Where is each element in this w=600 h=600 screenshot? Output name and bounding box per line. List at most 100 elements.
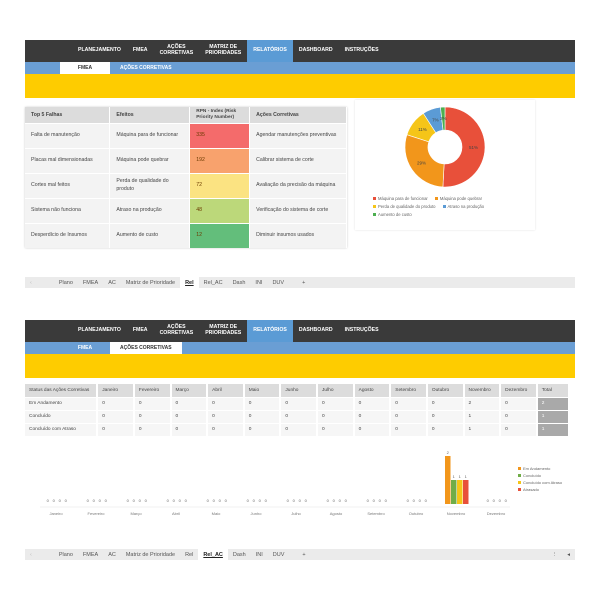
top-nav: PLANEJAMENTO FMEA AÇÕES CORRETIVAS MATRIZ D…	[25, 40, 575, 62]
sheet-tab-rel-ac[interactable]: Rel_AC	[203, 279, 223, 286]
header-banner	[25, 74, 575, 98]
x-axis-label: Julho	[291, 511, 301, 516]
sheet-tab-duv[interactable]: DUV	[272, 279, 285, 286]
month-value: 1	[463, 422, 502, 436]
month-value: 0	[353, 422, 392, 436]
sheet-tabs: ‹ Plano FMEA AC Matriz de Prioridade Rel Rel_A…	[25, 277, 575, 288]
sheet-tab-plano[interactable]: Plano	[58, 279, 73, 286]
col-header-total: Total	[536, 384, 571, 397]
sheet-tab-matriz-de-prioridade[interactable]: Matriz de Prioridade	[125, 279, 176, 286]
col-header-rpn: RPN - Index (Risk Priority Number)	[189, 107, 251, 123]
bar-value-label: 0	[207, 498, 210, 503]
nav-item-relatorios[interactable]: RELATÓRIOS	[247, 40, 293, 62]
sheet-tab-fmea[interactable]: FMEA	[82, 279, 99, 286]
sheet-tab-ini[interactable]: INI	[255, 279, 263, 286]
add-sheet-button[interactable]: +	[302, 279, 306, 286]
add-sheet-button[interactable]: +	[302, 551, 306, 558]
nav-item-acoes-corretivas[interactable]: AÇÕES CORRETIVAS	[159, 324, 194, 336]
legend-item: Máquina para de funcionar	[373, 195, 428, 203]
status-table: Status das Ações Corretivas Janeiro Fevere…	[25, 384, 571, 436]
month-value: 0	[390, 422, 428, 436]
bar-value-label: 0	[225, 498, 228, 503]
scroll-left-icon[interactable]: ‹	[30, 551, 32, 558]
month-value: 0	[390, 409, 428, 423]
col-header-agosto: Agosto	[353, 384, 392, 397]
subnav-acoes-corretivas[interactable]: AÇÕES CORRETIVAS	[120, 65, 172, 71]
nav-item-dashboard[interactable]: DASHBOARD	[298, 327, 333, 334]
bar-value-label: 0	[379, 498, 382, 503]
table-row: Falta de manutenção Máquina para de funci…	[25, 122, 347, 148]
sheet-tab-duv[interactable]: DUV	[272, 551, 285, 558]
donut-slice	[442, 106, 486, 188]
x-axis-label: Maio	[212, 511, 221, 516]
sheet-tab-dash[interactable]: Dash	[232, 551, 246, 558]
col-header-maio: Maio	[243, 384, 282, 397]
nav-item-matriz-de-prioridades[interactable]: MATRIZ DE PRIORIDADES	[205, 324, 242, 336]
nav-item-instrucoes[interactable]: INSTRUÇÕES	[344, 327, 379, 334]
bar-value-label: 0	[385, 498, 388, 503]
bar-value-label: 0	[219, 498, 222, 503]
more-options-icon[interactable]: ⋮	[551, 551, 558, 558]
fmea-table: Top 5 Falhas Efeitos RPN - Index (Risk P…	[25, 107, 347, 248]
sub-nav: FMEA AÇÕES CORRETIVAS	[25, 62, 575, 74]
month-value: 0	[170, 396, 209, 410]
month-value: 0	[207, 409, 245, 423]
donut-label: 11%	[418, 127, 427, 132]
subnav-fmea[interactable]: FMEA	[60, 62, 110, 74]
sub-nav: FMEA AÇÕES CORRETIVAS	[25, 342, 575, 354]
month-value: 0	[426, 422, 465, 436]
table-row: Placas mal dimensionadas Máquina pode que…	[25, 147, 347, 173]
bar-value-label: 0	[419, 498, 422, 503]
sheet-tab-rel[interactable]: Rel	[180, 277, 199, 288]
nav-item-instrucoes[interactable]: INSTRUÇÕES	[344, 47, 379, 54]
sheet-tab-rel[interactable]: Rel	[185, 551, 194, 558]
month-value: 2	[463, 396, 502, 410]
bar-value-label: 0	[133, 498, 136, 503]
table-row: Desperdício de Insumos Aumento de custo 12…	[25, 222, 347, 248]
sheet-tab-matriz-de-prioridade[interactable]: Matriz de Prioridade	[125, 551, 176, 558]
header-banner	[25, 354, 575, 378]
sheet-tab-fmea[interactable]: FMEA	[82, 551, 99, 558]
bar-value-label: 0	[487, 498, 490, 503]
donut-legend: Máquina para de funcionar Máquina pode qu…	[373, 195, 533, 219]
sheet-tab-ini[interactable]: INI	[255, 551, 263, 558]
nav-item-fmea[interactable]: FMEA	[132, 327, 148, 334]
scroll-left-icon[interactable]: ‹	[30, 279, 32, 286]
month-value: 0	[280, 396, 319, 410]
month-value: 0	[170, 409, 209, 423]
sheet-tab-dash[interactable]: Dash	[232, 279, 246, 286]
bar-value-label: 0	[287, 498, 290, 503]
sheet-tab-ac[interactable]: AC	[108, 279, 116, 286]
month-value: 0	[243, 422, 282, 436]
nav-item-dashboard[interactable]: DASHBOARD	[298, 47, 333, 54]
month-value: 0	[243, 396, 282, 410]
nav-item-planejamento[interactable]: PLANEJAMENTO	[78, 327, 121, 334]
bar-value-label: 0	[145, 498, 148, 503]
donut-chart-card: 51% 29% 11% 7% 2% Máquina para de funcionar M…	[355, 100, 535, 230]
nav-item-acoes-corretivas[interactable]: AÇÕES CORRETIVAS	[159, 44, 194, 56]
scroll-tabs-icon[interactable]: ◂	[567, 551, 570, 558]
x-axis-label: Novembro	[447, 511, 466, 516]
bar-value-label: 0	[305, 498, 308, 503]
legend-label: Atrasado	[523, 487, 540, 492]
x-axis-label: Janeiro	[49, 511, 63, 516]
x-axis-label: Agosto	[330, 511, 343, 516]
bar	[445, 456, 451, 504]
subnav-fmea[interactable]: FMEA	[77, 345, 93, 351]
subnav-acoes-corretivas[interactable]: AÇÕES CORRETIVAS	[110, 342, 182, 354]
nav-item-planejamento[interactable]: PLANEJAMENTO	[78, 47, 121, 54]
nav-item-relatorios[interactable]: RELATÓRIOS	[247, 320, 293, 342]
sheet-tab-rel-ac[interactable]: Rel_AC	[198, 549, 228, 560]
legend-swatch	[373, 212, 376, 216]
falha-cell: Falta de manutenção	[25, 122, 111, 148]
nav-item-fmea[interactable]: FMEA	[132, 47, 148, 54]
sheet-tab-plano[interactable]: Plano	[58, 551, 73, 558]
sheet-tab-ac[interactable]: AC	[108, 551, 116, 558]
legend-label: Atraso na produção	[447, 203, 485, 209]
nav-item-matriz-de-prioridades[interactable]: MATRIZ DE PRIORIDADES	[205, 44, 242, 56]
bar-value-label: 0	[65, 498, 68, 503]
table-row: Cortes mal feitos Perda de qualidade do p…	[25, 172, 347, 198]
bar-value-label: 0	[327, 498, 330, 503]
status-label: Concluído com Atraso	[25, 422, 99, 436]
bar-value-label: 1	[453, 474, 456, 479]
